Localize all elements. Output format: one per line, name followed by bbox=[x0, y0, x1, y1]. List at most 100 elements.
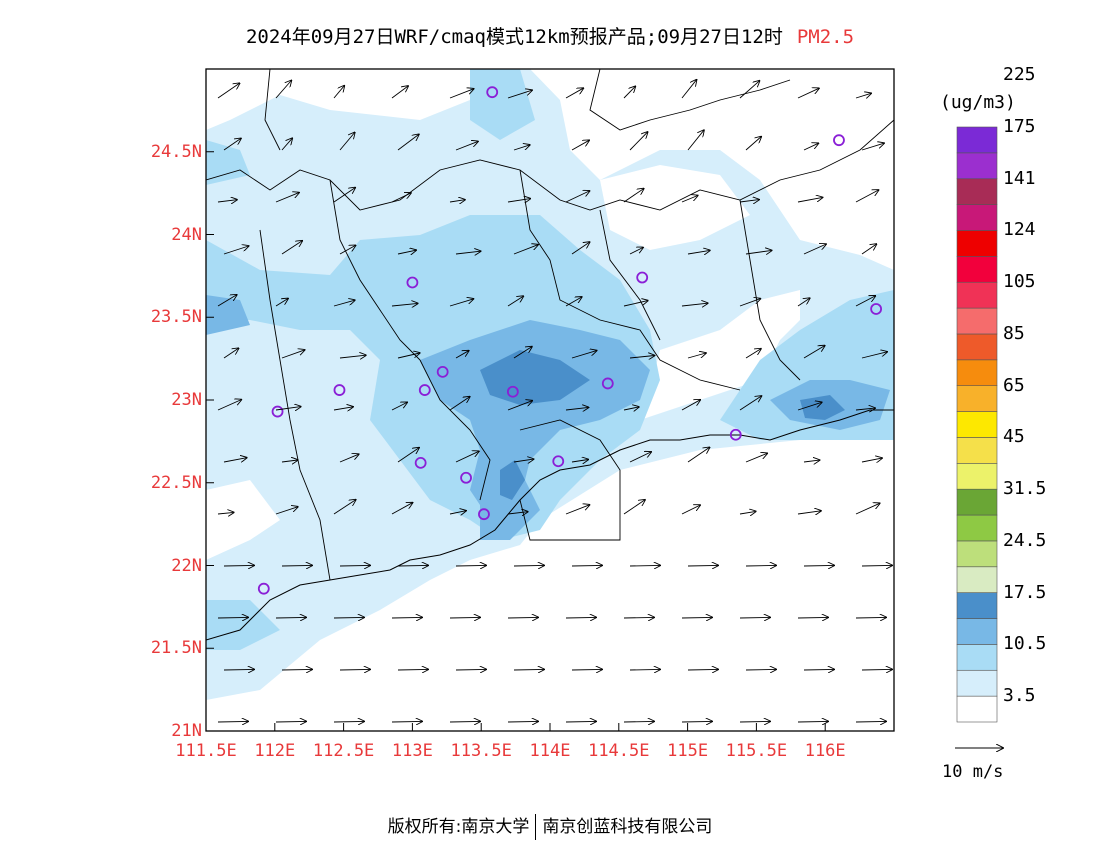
wind-arrow bbox=[397, 134, 419, 151]
wind-arrow bbox=[275, 507, 298, 515]
lon-tick-label: 115E bbox=[667, 741, 709, 761]
lat-tick-label: 23N bbox=[171, 390, 202, 410]
wind-arrow bbox=[681, 400, 700, 411]
wind-arrow bbox=[623, 500, 645, 515]
axis-ticks bbox=[205, 151, 826, 732]
wind-arrow bbox=[339, 454, 359, 463]
wind-arrow bbox=[275, 193, 299, 203]
wind-arrow bbox=[507, 401, 532, 411]
station-marker bbox=[636, 271, 649, 284]
station-marker bbox=[406, 276, 419, 289]
title-text: 2024年09月27日WRF/cmaq模式12km预报产品;09月27日12时 bbox=[245, 26, 783, 48]
wind-arrow bbox=[803, 460, 820, 462]
wind-arrow bbox=[681, 196, 698, 203]
wind-arrow bbox=[739, 617, 770, 618]
wind-arrow bbox=[855, 503, 880, 515]
lat-tick-label: 21N bbox=[171, 721, 202, 741]
colorbar-label: 17.5 bbox=[1003, 581, 1047, 603]
wind-arrow bbox=[629, 669, 660, 670]
station-marker bbox=[506, 385, 519, 398]
wind-arrow bbox=[507, 721, 538, 722]
wind-arrow bbox=[629, 132, 648, 151]
wind-arrow bbox=[571, 565, 602, 566]
wind-arrow bbox=[623, 617, 654, 618]
colorbar-swatch bbox=[956, 592, 998, 619]
colorbar-swatch bbox=[956, 126, 998, 154]
wind-arrow bbox=[449, 721, 480, 722]
wind-arrow bbox=[339, 355, 366, 358]
wind-arrow bbox=[223, 138, 241, 151]
wind-arrow bbox=[333, 500, 356, 515]
wind-arrow bbox=[739, 200, 759, 202]
wind-arrow bbox=[391, 617, 422, 618]
footer-separator bbox=[535, 814, 537, 840]
wind-arrow bbox=[855, 721, 886, 722]
colorbar-label: 3.5 bbox=[1003, 685, 1036, 707]
wind-arrow bbox=[333, 617, 364, 618]
wind-arrow bbox=[687, 250, 710, 254]
wind-arrow bbox=[513, 669, 544, 670]
wind-vectors bbox=[217, 80, 892, 722]
wind-arrow bbox=[275, 81, 291, 99]
wind-arrow bbox=[745, 137, 761, 151]
wind-arrow bbox=[397, 565, 428, 566]
station-marker bbox=[460, 471, 472, 484]
colorbar-label: 45 bbox=[1003, 426, 1025, 448]
wind-arrow bbox=[391, 86, 408, 99]
colorbar-swatch bbox=[956, 514, 998, 542]
wind-arrow bbox=[623, 407, 639, 410]
wind-arrow bbox=[217, 83, 240, 99]
wind-arrow bbox=[397, 669, 428, 670]
footer-left: 版权所有:南京大学 bbox=[387, 817, 530, 837]
station-markers bbox=[257, 86, 883, 595]
wind-arrow bbox=[281, 241, 302, 255]
wind-arrow bbox=[339, 669, 370, 670]
wind-arrow bbox=[565, 407, 588, 410]
colorbar-unit: (ug/m3) bbox=[940, 92, 1016, 113]
wind-arrow bbox=[333, 407, 353, 410]
wind-arrow bbox=[513, 459, 534, 462]
wind-arrow bbox=[861, 352, 887, 359]
wind-arrow bbox=[571, 669, 602, 670]
wind-arrow bbox=[217, 295, 237, 307]
wind-arrow bbox=[623, 301, 648, 307]
colorbar-swatch bbox=[956, 359, 998, 386]
copyright-footer: 版权所有:南京大学 南京创蓝科技有限公司 bbox=[0, 812, 1100, 840]
station-marker bbox=[729, 428, 742, 441]
wind-arrow bbox=[281, 460, 298, 462]
wind-arrow bbox=[449, 617, 480, 618]
wind-arrow bbox=[861, 458, 882, 462]
wind-arrow bbox=[339, 245, 356, 255]
station-marker bbox=[257, 582, 270, 595]
colorbar bbox=[956, 126, 998, 723]
wind-arrow bbox=[565, 297, 582, 307]
wind-arrow bbox=[397, 448, 419, 463]
title-variable: PM2.5 bbox=[796, 26, 855, 48]
wind-arrow bbox=[797, 298, 810, 307]
lon-tick-label: 111.5E bbox=[175, 741, 237, 761]
wind-arrow bbox=[513, 145, 530, 151]
wind-arrow bbox=[455, 451, 479, 463]
wind-arrow bbox=[565, 191, 590, 203]
station-marker bbox=[333, 384, 346, 396]
wind-arrow bbox=[281, 350, 305, 359]
station-marker bbox=[271, 405, 284, 418]
wind-arrow bbox=[275, 407, 301, 410]
wind-arrow bbox=[681, 80, 697, 99]
concentration-field bbox=[206, 69, 894, 731]
wind-arrow bbox=[571, 140, 589, 151]
wind-arrow bbox=[507, 199, 530, 202]
wind-arrow bbox=[797, 721, 828, 722]
wind-arrow bbox=[797, 88, 819, 99]
colorbar-swatch bbox=[956, 281, 998, 309]
colorbar-label: 85 bbox=[1003, 322, 1025, 344]
colorbar-swatch bbox=[956, 437, 998, 464]
wind-arrow bbox=[687, 669, 718, 670]
station-marker bbox=[552, 455, 565, 468]
wind-arrow bbox=[339, 133, 355, 151]
wind-arrow bbox=[739, 81, 760, 99]
wind-arrow bbox=[855, 617, 886, 618]
colorbar-swatch bbox=[956, 566, 998, 593]
wind-arrow bbox=[449, 397, 470, 411]
